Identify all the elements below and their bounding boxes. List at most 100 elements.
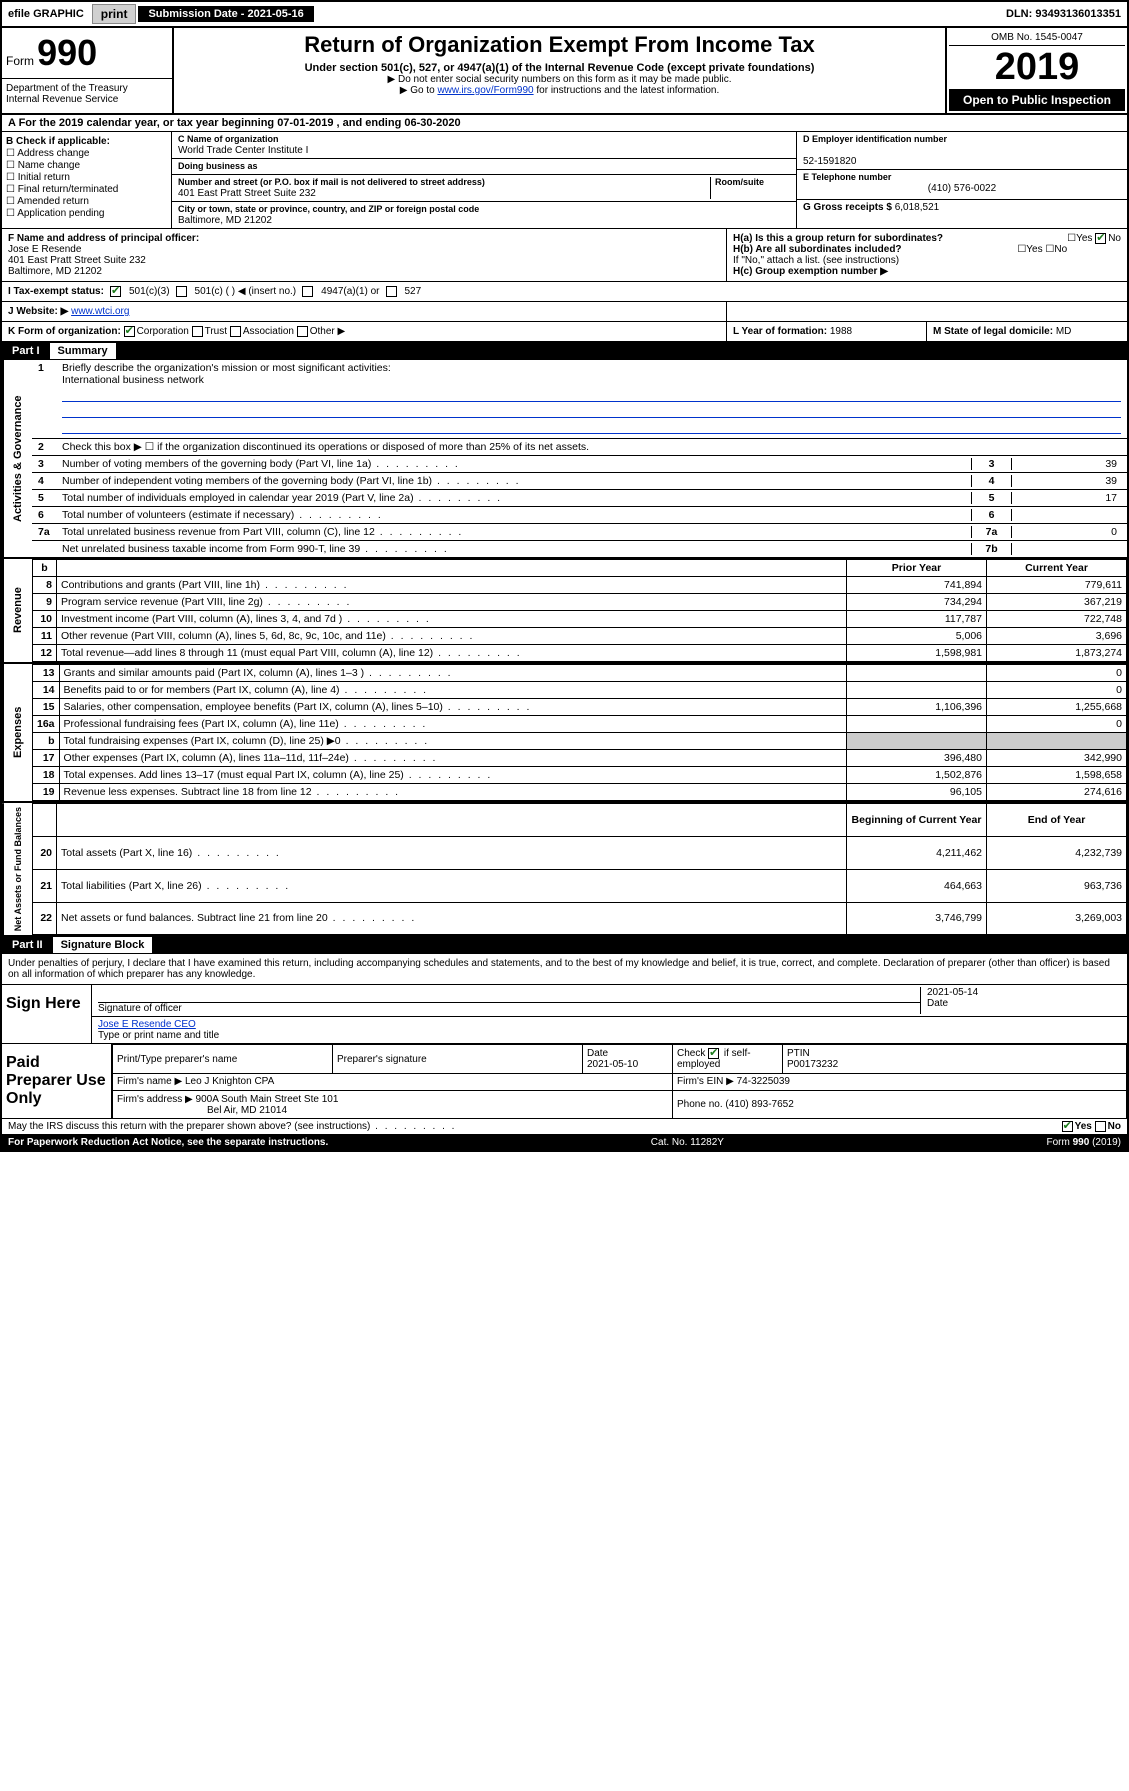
col-c-org-info: C Name of organization World Trade Cente… — [172, 132, 797, 228]
table-row: 20Total assets (Part X, line 16)4,211,46… — [33, 836, 1127, 869]
open-public-badge: Open to Public Inspection — [949, 89, 1125, 111]
chk-initial-return[interactable]: ☐ Initial return — [6, 172, 167, 183]
discuss-row: May the IRS discuss this return with the… — [2, 1119, 1127, 1135]
chk-association[interactable] — [230, 326, 241, 337]
tax-status-row: I Tax-exempt status: 501(c)(3) 501(c) ( … — [2, 282, 1127, 302]
chk-501c3[interactable] — [110, 286, 121, 297]
row-a-tax-year: A For the 2019 calendar year, or tax yea… — [2, 115, 1127, 132]
table-row: 12Total revenue—add lines 8 through 11 (… — [33, 645, 1127, 662]
side-revenue: Revenue — [2, 559, 32, 662]
irs-link[interactable]: www.irs.gov/Form990 — [437, 85, 533, 96]
sig-date: 2021-05-14 — [927, 987, 978, 998]
table-row: 19Revenue less expenses. Subtract line 1… — [33, 784, 1127, 801]
signature-block: Under penalties of perjury, I declare th… — [2, 954, 1127, 1044]
table-row: 9Program service revenue (Part VIII, lin… — [33, 594, 1127, 611]
sign-here-label: Sign Here — [2, 985, 92, 1043]
row-klm: K Form of organization: Corporation Trus… — [2, 322, 1127, 343]
side-expenses: Expenses — [2, 664, 32, 801]
chk-discuss-no[interactable] — [1095, 1121, 1106, 1132]
city-state-zip: Baltimore, MD 21202 — [178, 215, 272, 226]
chk-other[interactable] — [297, 326, 308, 337]
part1-header: Part ISummary — [2, 343, 1127, 360]
header-right: OMB No. 1545-0047 2019 Open to Public In… — [947, 28, 1127, 113]
chk-corporation[interactable] — [124, 326, 135, 337]
chk-self-employed[interactable] — [708, 1048, 719, 1059]
chk-final-return[interactable]: ☐ Final return/terminated — [6, 184, 167, 195]
omb-number: OMB No. 1545-0047 — [949, 30, 1125, 46]
part2-header: Part IISignature Block — [2, 937, 1127, 954]
tax-year: 2019 — [949, 46, 1125, 89]
table-row: 10Investment income (Part VIII, column (… — [33, 611, 1127, 628]
dept-treasury: Department of the Treasury Internal Reve… — [2, 78, 172, 109]
activities-section: Activities & Governance 1Briefly describ… — [2, 360, 1127, 559]
val-7a: 0 — [1011, 526, 1121, 538]
website-row: J Website: ▶ www.wtci.org — [2, 302, 1127, 322]
note-ssn: ▶ Do not enter social security numbers o… — [178, 74, 941, 85]
chk-ha-no[interactable] — [1095, 233, 1106, 244]
firm-ein: 74-3225039 — [737, 1076, 790, 1087]
table-row: 11Other revenue (Part VIII, column (A), … — [33, 628, 1127, 645]
section-bcd: B Check if applicable: ☐ Address change … — [2, 132, 1127, 229]
state-domicile: MD — [1056, 326, 1072, 337]
chk-501c[interactable] — [176, 286, 187, 297]
val-5: 17 — [1011, 492, 1121, 504]
header-center: Return of Organization Exempt From Incom… — [172, 28, 947, 113]
val-7b — [1011, 543, 1121, 555]
revenue-table: bPrior YearCurrent Year 8Contributions a… — [32, 559, 1127, 662]
chk-4947[interactable] — [302, 286, 313, 297]
table-row: bTotal fundraising expenses (Part IX, co… — [33, 733, 1127, 750]
form-footer: Form 990 (2019) — [1047, 1137, 1121, 1148]
side-netassets: Net Assets or Fund Balances — [2, 803, 32, 935]
submission-date: Submission Date - 2021-05-16 — [138, 6, 313, 22]
form-container: efile GRAPHIC print Submission Date - 20… — [0, 0, 1129, 1152]
revenue-section: Revenue bPrior YearCurrent Year 8Contrib… — [2, 559, 1127, 664]
chk-amended[interactable]: ☐ Amended return — [6, 196, 167, 207]
footer-final: For Paperwork Reduction Act Notice, see … — [2, 1135, 1127, 1150]
table-row: 8Contributions and grants (Part VIII, li… — [33, 577, 1127, 594]
firm-name: Leo J Knighton CPA — [185, 1076, 274, 1087]
note-link: ▶ Go to www.irs.gov/Form990 for instruct… — [178, 85, 941, 96]
chk-application-pending[interactable]: ☐ Application pending — [6, 208, 167, 219]
val-3: 39 — [1011, 458, 1121, 470]
val-6 — [1011, 509, 1121, 521]
org-name: World Trade Center Institute I — [178, 145, 308, 156]
form-title: Return of Organization Exempt From Incom… — [178, 32, 941, 58]
table-row: 16aProfessional fundraising fees (Part I… — [33, 716, 1127, 733]
side-activities: Activities & Governance — [2, 360, 32, 557]
prep-date: 2021-05-10 — [587, 1059, 638, 1070]
chk-trust[interactable] — [192, 326, 203, 337]
table-row: 15Salaries, other compensation, employee… — [33, 699, 1127, 716]
form-number-cell: Form 990 Department of the Treasury Inte… — [2, 28, 172, 113]
netassets-section: Net Assets or Fund Balances Beginning of… — [2, 803, 1127, 937]
form-990-number: 990 — [37, 32, 97, 73]
col-d-ein-phone: D Employer identification number 52-1591… — [797, 132, 1127, 228]
sig-declaration: Under penalties of perjury, I declare th… — [2, 954, 1127, 985]
street-address: 401 East Pratt Street Suite 232 — [178, 188, 316, 199]
preparer-table: Print/Type preparer's name Preparer's si… — [112, 1044, 1127, 1118]
principal-officer: F Name and address of principal officer:… — [2, 229, 727, 281]
expenses-section: Expenses 13Grants and similar amounts pa… — [2, 664, 1127, 803]
form-word: Form — [6, 54, 34, 68]
table-row: 13Grants and similar amounts paid (Part … — [33, 665, 1127, 682]
year-formation: 1988 — [830, 326, 852, 337]
top-bar: efile GRAPHIC print Submission Date - 20… — [2, 2, 1127, 28]
print-button[interactable]: print — [92, 4, 137, 24]
prep-phone: (410) 893-7652 — [725, 1099, 793, 1110]
gross-receipts: 6,018,521 — [895, 202, 940, 213]
cat-no: Cat. No. 11282Y — [651, 1137, 724, 1148]
ptin: P00173232 — [787, 1059, 838, 1070]
header-grid: Form 990 Department of the Treasury Inte… — [2, 28, 1127, 115]
chk-name-change[interactable]: ☐ Name change — [6, 160, 167, 171]
table-row: 21Total liabilities (Part X, line 26)464… — [33, 869, 1127, 902]
mission: International business network — [62, 374, 204, 386]
paid-preparer-label: Paid Preparer Use Only — [2, 1044, 112, 1118]
chk-527[interactable] — [386, 286, 397, 297]
officer-name: Jose E Resende CEO — [98, 1019, 196, 1030]
website-link[interactable]: www.wtci.org — [71, 306, 129, 317]
phone: (410) 576-0022 — [803, 183, 1121, 194]
table-row: 14Benefits paid to or for members (Part … — [33, 682, 1127, 699]
chk-address-change[interactable]: ☐ Address change — [6, 148, 167, 159]
h-block: H(a) Is this a group return for subordin… — [727, 229, 1127, 281]
col-b-checkboxes: B Check if applicable: ☐ Address change … — [2, 132, 172, 228]
chk-discuss-yes[interactable] — [1062, 1121, 1073, 1132]
